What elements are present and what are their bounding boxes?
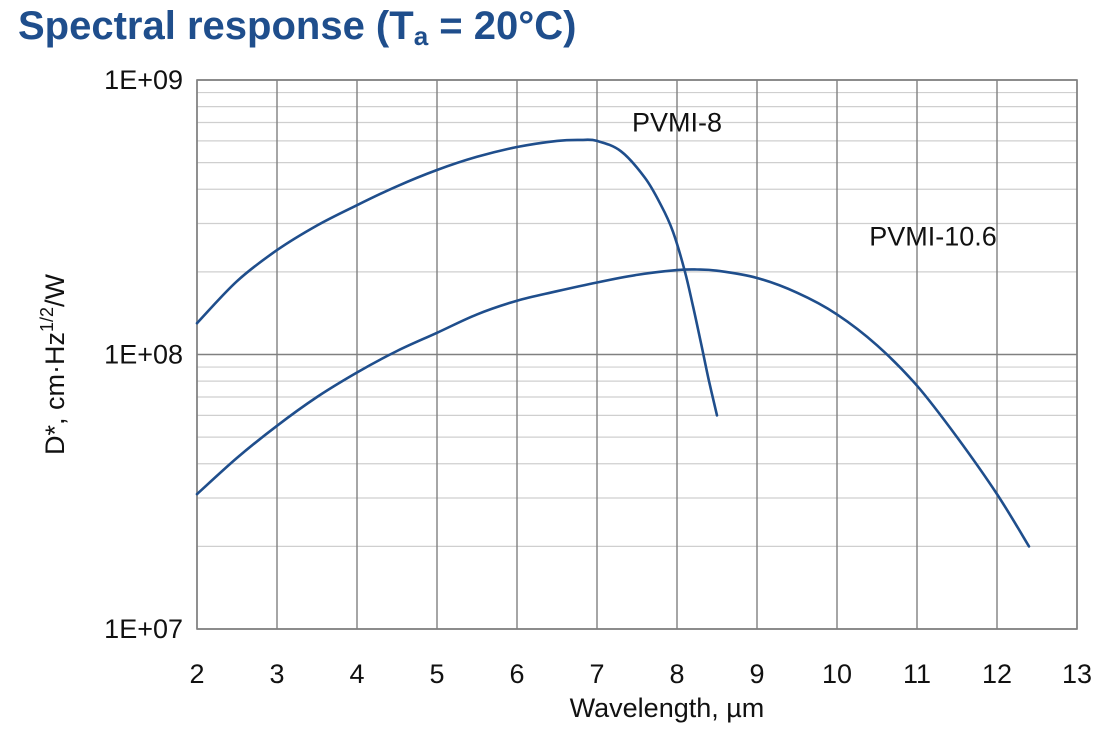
- chart-title-subscript: a: [413, 21, 429, 51]
- x-tick-label: 8: [669, 659, 684, 689]
- x-tick-labels: 2 3 4 5 6 7 8 9 10 11 12 13: [189, 659, 1092, 689]
- y-tick-label: 1E+07: [104, 614, 183, 644]
- series-annotations: PVMI-8 PVMI-10.6: [632, 107, 997, 251]
- x-tick-label: 13: [1062, 659, 1092, 689]
- y-axis-label: D*, cm·Hz1/2/W: [37, 273, 70, 455]
- x-tick-label: 3: [269, 659, 284, 689]
- x-tick-label: 11: [903, 659, 931, 689]
- series-line-pvmi-8: [195, 138, 719, 417]
- x-tick-label: 2: [189, 659, 204, 689]
- series-annotation: PVMI-8: [632, 107, 722, 137]
- x-tick-label: 5: [429, 659, 444, 689]
- y-axis-label-main: D*, cm·Hz: [40, 332, 70, 455]
- y-tick-label: 1E+08: [104, 340, 183, 370]
- x-tick-label: 7: [589, 659, 604, 689]
- chart-title-rest: = 20°C): [428, 4, 577, 48]
- series-annotation: PVMI-10.6: [869, 221, 997, 251]
- minor-gridlines: [197, 91, 1077, 547]
- series-lines: [195, 138, 1031, 548]
- chart-title: Spectral response (Ta = 20°C): [18, 4, 576, 52]
- y-tick-labels: 1E+07 1E+08 1E+09: [104, 65, 183, 644]
- y-axis-label-rest: /W: [40, 273, 70, 307]
- x-tick-label: 4: [349, 659, 364, 689]
- x-axis-label: Wavelength, µm: [570, 693, 765, 723]
- x-tick-label: 10: [822, 659, 852, 689]
- plot-frame: [196, 79, 1078, 630]
- x-tick-label: 6: [509, 659, 524, 689]
- y-axis-label-superscript: 1/2: [37, 307, 57, 332]
- chart-title-main: Spectral response (T: [18, 4, 414, 48]
- x-tick-label: 9: [749, 659, 764, 689]
- x-tick-label: 12: [982, 659, 1012, 689]
- y-tick-label: 1E+09: [104, 65, 183, 95]
- series-line-pvmi-10-6: [195, 268, 1031, 548]
